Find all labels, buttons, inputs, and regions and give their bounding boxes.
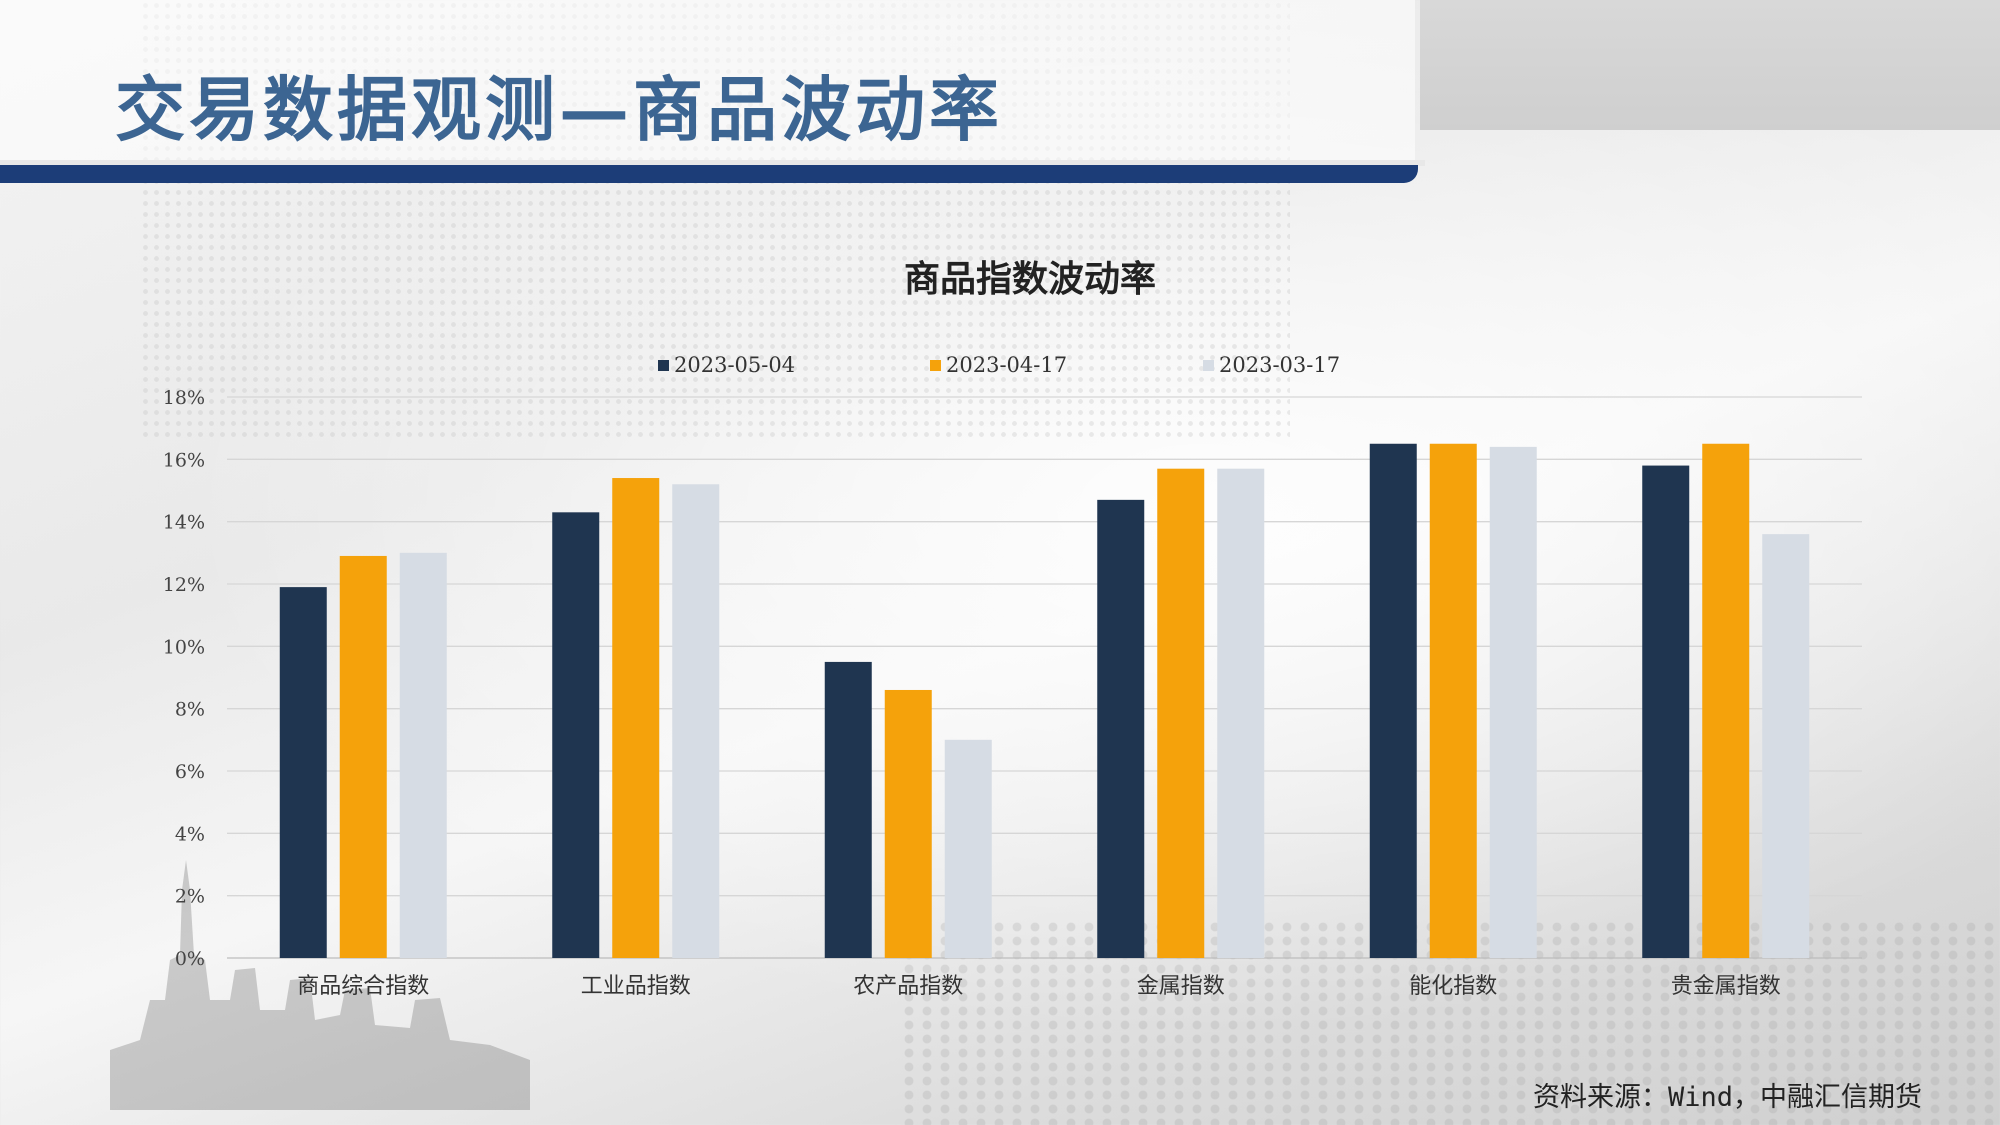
x-tick-label: 农产品指数 [853,974,963,999]
x-tick-label: 贵金属指数 [1671,974,1781,999]
y-tick-label: 14% [163,512,205,534]
y-tick-label: 2% [175,886,205,908]
y-tick-label: 6% [175,761,205,783]
bar [279,587,327,958]
y-tick-label: 10% [163,636,205,658]
header-right-panel [1420,0,2000,130]
bar [1217,468,1265,958]
chart-legend: 2023-05-04 2023-04-17 2023-03-17 [0,353,2000,383]
x-tick-label: 工业品指数 [581,974,691,999]
bar [884,689,932,958]
slide-title: 交易数据观测—商品波动率 [115,68,1003,151]
bar [824,661,872,958]
bar [612,478,660,958]
x-tick-label: 金属指数 [1137,974,1225,999]
bar [1157,468,1205,958]
legend-item-series-3: 2023-03-17 [1203,353,1340,377]
title-bar-highlight [0,160,1425,166]
legend-swatch-series-3 [1203,360,1214,371]
header-band [0,0,1415,165]
y-tick-label: 4% [175,823,205,845]
bar [399,552,447,958]
legend-label-series-1: 2023-05-04 [674,353,796,377]
city-skyline-image [110,860,530,1110]
legend-swatch-series-2 [930,360,941,371]
y-tick-label: 16% [163,449,205,471]
bar [944,739,992,958]
chart-title: 商品指数波动率 [903,258,1156,300]
bar [1429,443,1477,958]
bar [1489,446,1537,958]
legend-item-series-2: 2023-04-17 [930,353,1067,377]
title-underline-bar [0,165,1418,183]
legend-label-series-3: 2023-03-17 [1219,353,1341,377]
bar [1762,534,1810,958]
x-tick-label: 商品综合指数 [297,974,429,999]
bar [672,484,720,958]
y-tick-label: 18% [163,387,205,409]
bar [1097,499,1145,958]
legend-label-series-2: 2023-04-17 [946,353,1068,377]
legend-swatch-series-1 [658,360,669,371]
bar [1702,443,1750,958]
bar [1642,465,1690,958]
y-tick-label: 8% [175,699,205,721]
y-tick-label: 12% [163,574,205,596]
bar [339,555,387,958]
legend-item-series-1: 2023-05-04 [658,353,795,377]
bar [552,512,600,958]
x-tick-label: 能化指数 [1409,974,1497,999]
source-note: 资料来源：Wind，中融汇信期货 [1532,1082,1922,1113]
y-tick-label: 0% [175,948,205,970]
bar [1369,443,1417,958]
